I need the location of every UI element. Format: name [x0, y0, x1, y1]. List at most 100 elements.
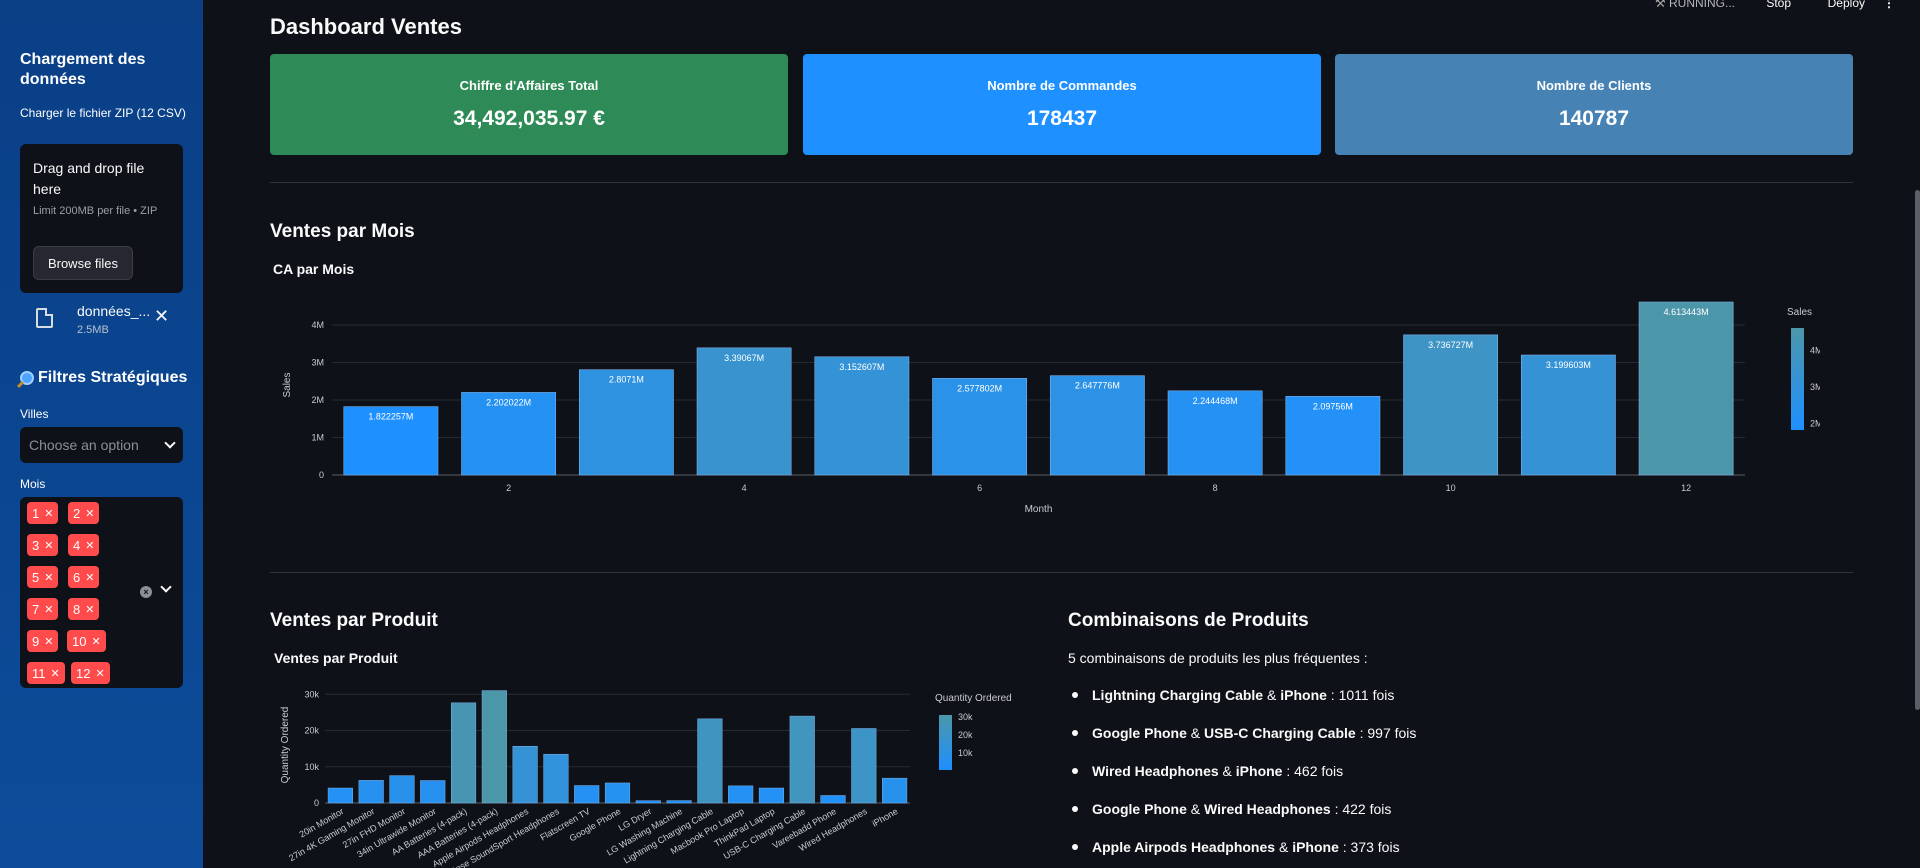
kpi-card-orders: Nombre de Commandes 178437: [803, 54, 1321, 155]
bar: [327, 787, 353, 804]
month-sales-chart: 0 1M 2M 3M 4M 1.822257M 2.202022M 2.8071M 3.3906…: [282, 301, 1820, 515]
bar: [1285, 396, 1381, 476]
y-tick-label: 0: [314, 798, 319, 808]
x-tick-label: 4: [742, 483, 747, 493]
mois-tag-7[interactable]: 7 ✕: [27, 598, 59, 620]
y-tick-label: 20k: [304, 726, 319, 736]
bar-data-label: 3.736727M: [1428, 340, 1473, 350]
remove-file-icon[interactable]: ✕: [154, 306, 170, 326]
chevron-down-icon[interactable]: [160, 581, 172, 593]
mois-tag-3[interactable]: 3 ✕: [27, 534, 59, 556]
mois-tag-label: 5: [32, 569, 40, 585]
combo-count: : 422 fois: [1330, 801, 1392, 817]
mois-tag-5[interactable]: 5 ✕: [27, 566, 59, 588]
mois-label: Mois: [20, 477, 46, 491]
bar: [696, 347, 792, 476]
combo-item: Lightning Charging Cable & iPhone : 1011…: [1068, 686, 1768, 724]
deploy-button[interactable]: Deploy: [1827, 0, 1865, 10]
remove-tag-icon[interactable]: ✕: [44, 571, 54, 584]
villes-label: Villes: [20, 407, 49, 421]
bar-data-label: 1.822257M: [368, 412, 413, 422]
mois-tag-8[interactable]: 8 ✕: [68, 598, 100, 620]
main-menu-icon[interactable]: ⋮: [1883, 0, 1895, 10]
kpi-card-clients: Nombre de Clients 140787: [1335, 54, 1853, 155]
filters-section-title: Filtres Stratégiques: [20, 369, 195, 387]
mois-tag-9[interactable]: 9 ✕: [27, 630, 59, 652]
y-tick-label: 30k: [304, 689, 319, 699]
browse-files-button[interactable]: Browse files: [33, 246, 133, 280]
bar: [1403, 334, 1499, 476]
mois-tag-label: 2: [73, 505, 81, 521]
mois-tag-label: 6: [73, 569, 81, 585]
remove-tag-icon[interactable]: ✕: [91, 635, 101, 648]
mois-tag-6[interactable]: 6 ✕: [68, 566, 100, 588]
bar: [820, 795, 846, 804]
bar-data-label: 3.199603M: [1546, 360, 1591, 370]
bar: [450, 702, 477, 804]
stop-button[interactable]: Stop: [1766, 0, 1791, 10]
running-icon: ⚒: [1654, 0, 1669, 10]
bar: [604, 782, 631, 804]
x-tick-label: iPhone: [870, 806, 899, 829]
mois-tag-11[interactable]: 11 ✕: [27, 662, 65, 684]
mois-tag-10[interactable]: 10 ✕: [67, 630, 106, 652]
remove-tag-icon[interactable]: ✕: [50, 667, 60, 680]
combo-product-b: iPhone: [1235, 763, 1283, 779]
kpi-label: Nombre de Clients: [1536, 78, 1652, 93]
bar: [420, 780, 446, 804]
mois-tag-label: 7: [32, 601, 40, 617]
mois-tag-4[interactable]: 4 ✕: [68, 534, 100, 556]
x-tick-label: 2: [506, 483, 511, 493]
chart-title-month: CA par Mois: [273, 261, 355, 277]
mois-tag-1[interactable]: 1 ✕: [27, 502, 59, 524]
kpi-card-revenue: Chiffre d'Affaires Total 34,492,035.97 €: [270, 54, 788, 155]
combo-product-a: Lightning Charging Cable: [1092, 687, 1264, 703]
colorbar-tick-label: 3M: [1810, 382, 1820, 392]
bar-data-label: 3.152607M: [839, 362, 884, 372]
remove-tag-icon[interactable]: ✕: [85, 507, 95, 520]
divider: [270, 572, 1853, 573]
remove-tag-icon[interactable]: ✕: [85, 539, 95, 552]
combos-list: Lightning Charging Cable & iPhone : 1011…: [1068, 686, 1768, 868]
combo-product-b: iPhone: [1292, 839, 1339, 855]
combo-count: : 373 fois: [1338, 839, 1400, 855]
bar: [728, 785, 754, 804]
y-tick-label: 2M: [311, 395, 324, 405]
uploaded-file-size: 2.5MB: [77, 324, 109, 336]
combo-product-a: Apple Airpods Headphones: [1092, 839, 1276, 855]
remove-tag-icon[interactable]: ✕: [95, 667, 105, 680]
mois-tag-2[interactable]: 2 ✕: [68, 502, 100, 524]
mois-multiselect[interactable]: × 1 ✕ 2 ✕ 3 ✕ 4 ✕ 5 ✕ 6 ✕ 7 ✕ 8 ✕ 9 ✕ 10 ✕ 11 ✕ 12 ✕: [20, 497, 183, 688]
mois-tag-label: 8: [73, 601, 81, 617]
remove-tag-icon[interactable]: ✕: [44, 635, 54, 648]
combo-product-b: iPhone: [1280, 687, 1327, 703]
colorbar-tick-label: 30k: [958, 712, 973, 722]
kpi-value: 34,492,035.97 €: [453, 107, 605, 130]
combo-count: : 1011 fois: [1326, 687, 1395, 703]
y-axis-label: Sales: [282, 372, 293, 397]
combo-product-a: Wired Headphones: [1092, 763, 1219, 779]
remove-tag-icon[interactable]: ✕: [85, 603, 95, 616]
combo-separator: &: [1263, 687, 1281, 703]
villes-select[interactable]: Choose an option: [20, 427, 183, 463]
upload-field-label: Charger le fichier ZIP (12 CSV): [20, 106, 186, 120]
bar: [882, 777, 908, 804]
bar: [789, 715, 815, 804]
remove-tag-icon[interactable]: ✕: [85, 571, 95, 584]
kpi-value: 140787: [1558, 107, 1630, 130]
combos-intro: 5 combinaisons de produits les plus fréq…: [1068, 650, 1368, 666]
remove-tag-icon[interactable]: ✕: [44, 603, 54, 616]
clear-selection-icon[interactable]: ×: [140, 586, 152, 598]
mois-tag-label: 4: [73, 537, 81, 553]
combo-product-a: Google Phone: [1092, 725, 1187, 741]
magnifier-icon: [20, 371, 34, 385]
bar-data-label: 4.613443M: [1664, 307, 1709, 317]
mois-tag-12[interactable]: 12 ✕: [71, 662, 110, 684]
y-tick-label: 10k: [304, 762, 319, 772]
page-scrollbar[interactable]: [1915, 190, 1920, 710]
file-dropzone[interactable]: Drag and drop file here Limit 200MB per …: [20, 144, 183, 293]
remove-tag-icon[interactable]: ✕: [44, 539, 54, 552]
remove-tag-icon[interactable]: ✕: [44, 507, 54, 520]
bar: [578, 369, 674, 476]
